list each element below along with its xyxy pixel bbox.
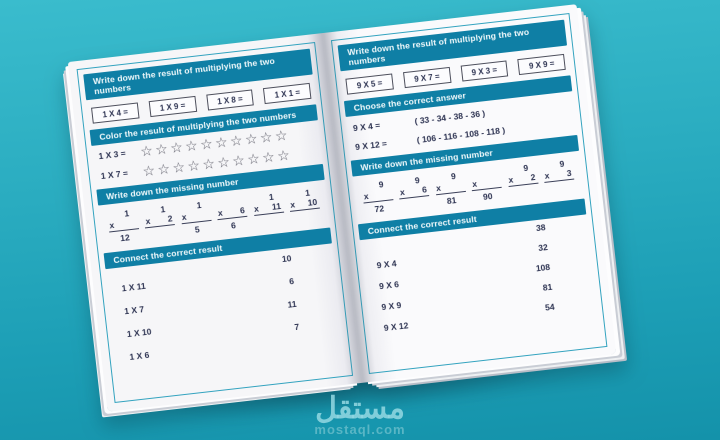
- watermark-domain-text: mostaql.com: [314, 422, 406, 437]
- connect-problem: 9 X 6: [378, 279, 400, 292]
- connect-answer: 32: [537, 241, 549, 254]
- connect-problem: 1 X 10: [126, 326, 152, 340]
- answer-box-9x3: 9 X 3 =: [460, 60, 509, 82]
- answer-box-1x4: 1 X 4 =: [91, 102, 140, 124]
- answer-box-1x9: 1 X 9 =: [148, 95, 197, 118]
- multiplier: 11: [271, 200, 282, 212]
- product: [544, 180, 575, 195]
- connect-problem: 1 X 6: [128, 349, 150, 362]
- multiply-sign: x: [544, 170, 550, 181]
- star-row-label: 1 X 7 =: [100, 168, 129, 182]
- product: 12: [119, 232, 131, 244]
- right-page-frame: Write down the result of multiplying the…: [330, 13, 608, 375]
- missing-problem: 9 x 81: [433, 170, 467, 207]
- connect-answer: 81: [542, 281, 553, 293]
- product: [254, 213, 285, 228]
- multiply-sign: x: [507, 174, 514, 185]
- watermark-arabic-logo: مستقل: [315, 392, 405, 425]
- multiply-sign: x: [363, 190, 370, 202]
- right-page: Write down the result of multiplying the…: [322, 4, 617, 383]
- product: 72: [374, 203, 385, 215]
- multiply-sign: x: [181, 211, 188, 223]
- left-page-frame: Write down the result of multiplying the…: [76, 41, 354, 403]
- connect-answer: 54: [544, 301, 556, 313]
- answer-box-1x8: 1 X 8 =: [205, 89, 255, 111]
- connect-answer: 108: [535, 261, 551, 274]
- connect-answer: 38: [535, 222, 547, 234]
- answer-box-1x1: 1 X 1 =: [263, 82, 312, 105]
- multiplier: 10: [307, 196, 318, 208]
- multiplier: 6: [239, 205, 246, 216]
- connect-problem: 9 X 12: [383, 320, 409, 334]
- connect-answer: 11: [287, 298, 298, 310]
- missing-problem: 1 x 5: [179, 199, 213, 236]
- left-page: Write down the result of multiplying the…: [67, 33, 362, 412]
- product: [290, 209, 321, 224]
- multiplier: 2: [530, 171, 536, 183]
- product: [508, 184, 539, 199]
- multiply-sign: x: [108, 219, 115, 231]
- answer-box-9x7: 9 X 7 =: [402, 66, 452, 89]
- product: 6: [230, 220, 237, 231]
- open-workbook: Write down the result of multiplying the…: [67, 4, 617, 412]
- answer-box-9x9: 9 X 9 =: [517, 53, 566, 76]
- missing-problem: 1 x 10: [288, 187, 322, 224]
- missing-problem: 9 x 72: [361, 178, 395, 215]
- missing-problem: 1 x 11: [251, 191, 285, 228]
- connect-answer: 6: [288, 275, 295, 287]
- multiply-sign: x: [435, 182, 442, 194]
- answer-box-9x5: 9 X 5 =: [345, 73, 394, 95]
- multiply-sign: x: [471, 178, 478, 190]
- multiply-sign: x: [217, 207, 224, 219]
- connect-problem: 9 X 4: [376, 258, 398, 271]
- product: 81: [446, 195, 457, 207]
- connect-problem: 1 X 7: [123, 304, 145, 317]
- multiply-sign: x: [145, 215, 151, 227]
- star-row-label: 1 X 3 =: [98, 148, 127, 162]
- connect-answer: 10: [281, 253, 292, 265]
- product: [145, 225, 176, 240]
- product: 90: [482, 190, 494, 202]
- missing-problem: 1 x 12: [107, 207, 141, 244]
- connect-problem: 9 X 9: [380, 299, 402, 313]
- product: 5: [194, 224, 201, 235]
- multiplier: 6: [421, 184, 428, 195]
- multiplier: 3: [566, 167, 573, 179]
- multiply-sign: x: [253, 203, 260, 214]
- watermark: مستقل mostaql.com: [0, 392, 720, 437]
- right-connect-area: 9 X 4 9 X 6 9 X 9 9 X 12 38 32 108 81 54: [360, 214, 601, 367]
- connect-answer: 7: [293, 321, 300, 333]
- product: [400, 196, 431, 211]
- missing-problem: x 90: [470, 166, 504, 203]
- multiplier: 2: [167, 213, 174, 224]
- multiply-sign: x: [399, 186, 406, 198]
- left-connect-area: 1 X 11 1 X 7 1 X 10 1 X 6 10 6 11 7: [105, 243, 346, 396]
- connect-problem: 1 X 11: [121, 280, 147, 294]
- multiply-sign: x: [289, 199, 296, 210]
